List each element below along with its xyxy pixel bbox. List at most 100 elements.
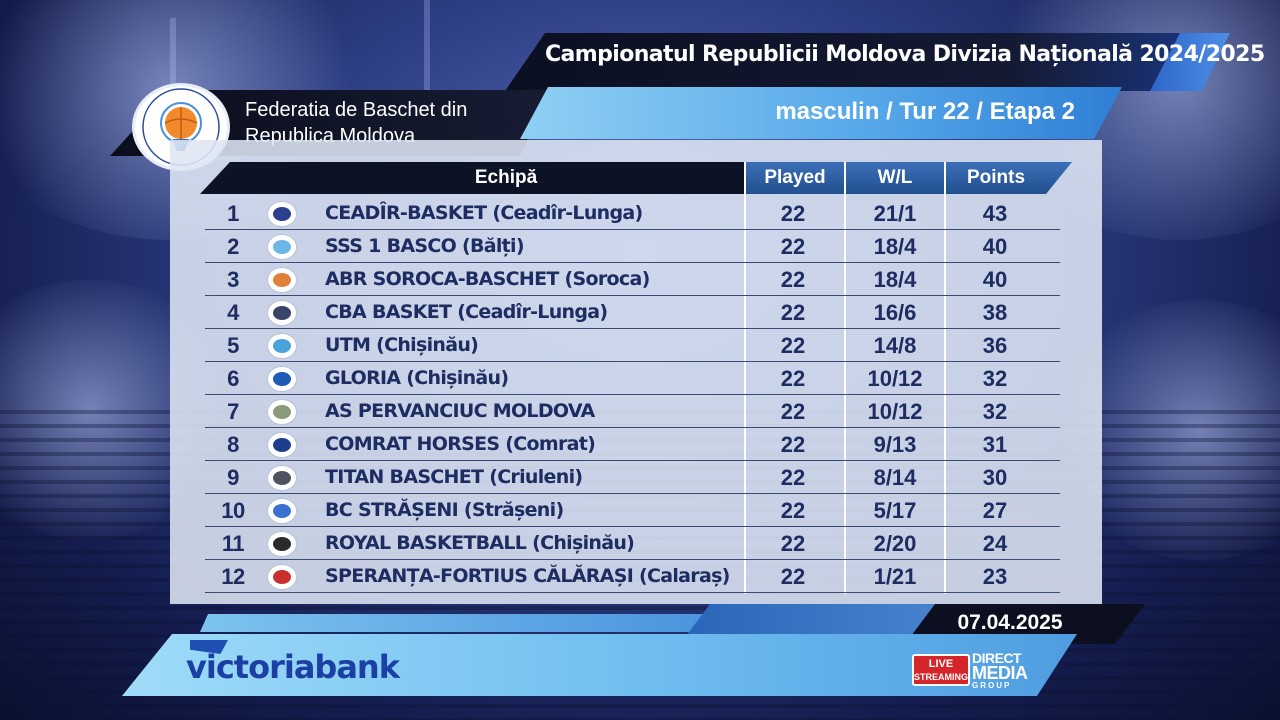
played-cell: 22 xyxy=(780,498,806,523)
table-row: 5 UTM (Chișinău) 22 14/8 36 xyxy=(205,329,1060,362)
direct-media-wordmark: DIRECT MEDIA GROUP xyxy=(972,650,1042,690)
team-name-cell: SSS 1 BASCO (Bălți) xyxy=(325,235,525,257)
wl-cell: 5/17 xyxy=(873,498,917,523)
rank-cell: 2 xyxy=(227,234,239,259)
points-cell: 24 xyxy=(982,531,1008,556)
team-name-cell: CBA BASKET (Ceadîr-Lunga) xyxy=(325,301,608,323)
group-label: GROUP xyxy=(972,681,1012,690)
points-cell: 38 xyxy=(982,300,1008,325)
team-logo-icon xyxy=(267,300,297,326)
team-name-cell: CEADÎR-BASKET (Ceadîr-Lunga) xyxy=(325,202,643,224)
column-header-played: Played xyxy=(746,162,844,194)
match-date: 07.04.2025 xyxy=(957,611,1063,634)
rank-cell: 1 xyxy=(227,201,239,226)
points-cell: 31 xyxy=(982,432,1008,457)
team-logo-icon xyxy=(267,564,297,590)
team-name-cell: SPERANȚA-FORTIUS CĂLĂRAȘI (Calaraș) xyxy=(325,565,730,587)
table-row: 6 GLORIA (Chișinău) 22 10/12 32 xyxy=(205,362,1060,395)
media-label: MEDIA xyxy=(972,663,1028,683)
points-cell: 27 xyxy=(982,498,1008,523)
played-cell: 22 xyxy=(780,564,806,589)
points-cell: 40 xyxy=(982,234,1008,259)
table-row: 3 ABR SOROCA-BASCHET (Soroca) 22 18/4 40 xyxy=(205,263,1060,296)
victoriabank-flag-icon xyxy=(190,640,228,654)
played-cell: 22 xyxy=(780,234,806,259)
team-name-cell: ABR SOROCA-BASCHET (Soroca) xyxy=(325,268,650,290)
points-cell: 32 xyxy=(982,399,1008,424)
rank-cell: 10 xyxy=(221,498,245,523)
wl-cell: 14/8 xyxy=(873,333,917,358)
title-bar xyxy=(505,33,1230,91)
streaming-label: STREAMING xyxy=(914,672,968,682)
played-cell: 22 xyxy=(780,465,806,490)
wl-cell: 1/21 xyxy=(873,564,917,589)
column-header-team: Echipă xyxy=(474,167,538,188)
points-cell: 30 xyxy=(982,465,1008,490)
wl-cell: 2/20 xyxy=(873,531,917,556)
live-label: LIVE xyxy=(928,658,954,670)
federation-name-line1: Federatia de Baschet din xyxy=(245,99,468,121)
wl-cell: 10/12 xyxy=(867,399,923,424)
subtitle-bar xyxy=(520,87,1122,139)
championship-title: Campionatul Republicii Moldova Divizia N… xyxy=(545,42,1265,67)
team-logo-icon xyxy=(267,333,297,359)
wl-cell: 18/4 xyxy=(873,267,917,292)
wl-cell: 8/14 xyxy=(873,465,917,490)
played-cell: 22 xyxy=(780,432,806,457)
table-row: 1 CEADÎR-BASKET (Ceadîr-Lunga) 22 21/1 43 xyxy=(205,197,1060,230)
direct-media-logo: LIVE STREAMING DIRECT MEDIA GROUP xyxy=(912,651,1037,690)
team-logo-icon xyxy=(267,201,297,227)
wl-cell: 9/13 xyxy=(873,432,917,457)
wl-cell: 18/4 xyxy=(873,234,917,259)
column-divider xyxy=(944,162,946,594)
team-logo-icon xyxy=(267,267,297,293)
points-cell: 32 xyxy=(982,366,1008,391)
team-logo-icon xyxy=(267,399,297,425)
played-cell: 22 xyxy=(780,399,806,424)
table-row: 7 AS PERVANCIUC MOLDOVA 22 10/12 32 xyxy=(205,395,1060,428)
victoriabank-logo: victoriabank xyxy=(186,640,406,690)
team-name-cell: UTM (Chișinău) xyxy=(325,334,479,356)
round-subtitle: masculin / Tur 22 / Etapa 2 xyxy=(775,98,1075,125)
team-logo-icon xyxy=(267,432,297,458)
team-name-cell: AS PERVANCIUC MOLDOVA xyxy=(325,400,595,422)
victoriabank-wordmark: victoriabank xyxy=(186,648,400,686)
table-row: 9 TITAN BASCHET (Criuleni) 22 8/14 30 xyxy=(205,461,1060,494)
table-row: 2 SSS 1 BASCO (Bălți) 22 18/4 40 xyxy=(205,230,1060,263)
rank-cell: 9 xyxy=(227,465,239,490)
team-logo-icon xyxy=(267,465,297,491)
column-divider xyxy=(844,162,846,594)
team-name-cell: COMRAT HORSES (Comrat) xyxy=(325,433,596,455)
team-logo-icon xyxy=(267,531,297,557)
table-row: 11 ROYAL BASKETBALL (Chișinău) 22 2/20 24 xyxy=(205,527,1060,560)
direct-label: DIRECT xyxy=(972,650,1022,666)
table-row: 12 SPERANȚA-FORTIUS CĂLĂRAȘI (Calaraș) 22 1… xyxy=(205,560,1060,593)
rank-cell: 8 xyxy=(227,432,239,457)
wl-cell: 10/12 xyxy=(867,366,923,391)
team-name-cell: TITAN BASCHET (Criuleni) xyxy=(325,466,583,488)
points-cell: 40 xyxy=(982,267,1008,292)
rank-cell: 12 xyxy=(221,564,245,589)
played-cell: 22 xyxy=(780,366,806,391)
live-streaming-badge: LIVE STREAMING xyxy=(912,654,970,686)
rank-cell: 7 xyxy=(227,399,239,424)
table-row: 8 COMRAT HORSES (Comrat) 22 9/13 31 xyxy=(205,428,1060,461)
team-logo-icon xyxy=(267,498,297,524)
team-name-cell: BC STRĂȘENI (Strășeni) xyxy=(325,499,564,521)
team-name-cell: GLORIA (Chișinău) xyxy=(325,367,509,389)
rank-cell: 6 xyxy=(227,366,239,391)
team-name-cell: ROYAL BASKETBALL (Chișinău) xyxy=(325,532,635,554)
team-logo-icon xyxy=(267,366,297,392)
column-divider xyxy=(744,162,746,594)
column-header-wl: W/L xyxy=(846,162,944,194)
team-logo-icon xyxy=(267,234,297,260)
played-cell: 22 xyxy=(780,333,806,358)
played-cell: 22 xyxy=(780,300,806,325)
table-row: 4 CBA BASKET (Ceadîr-Lunga) 22 16/6 38 xyxy=(205,296,1060,329)
played-cell: 22 xyxy=(780,267,806,292)
rank-cell: 5 xyxy=(227,333,239,358)
points-cell: 23 xyxy=(982,564,1008,589)
rank-cell: 3 xyxy=(227,267,239,292)
points-cell: 43 xyxy=(982,201,1008,226)
date-strip xyxy=(200,614,710,632)
